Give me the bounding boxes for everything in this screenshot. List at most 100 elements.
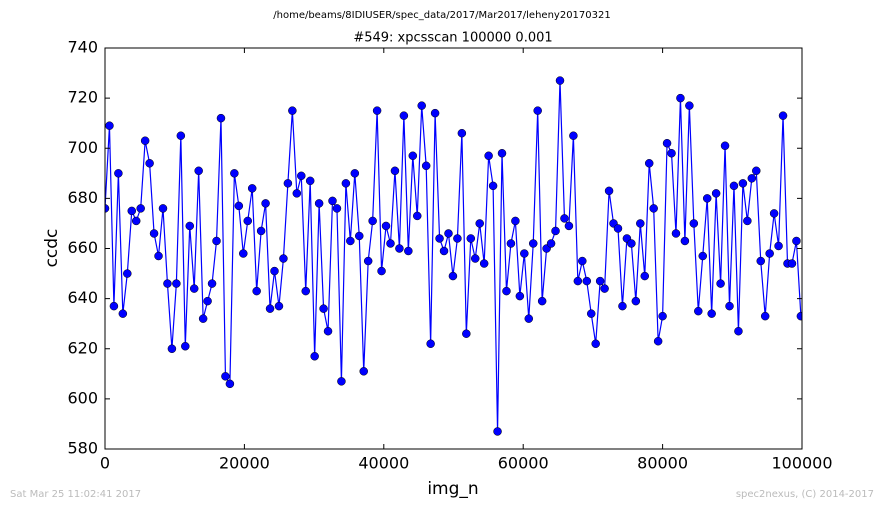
data-point [457, 128, 467, 138]
data-point [399, 111, 409, 120]
data-point [444, 229, 453, 238]
data-point [631, 296, 641, 306]
data-point [239, 249, 248, 258]
data-point [127, 206, 137, 216]
data-point [778, 111, 788, 120]
data-point [212, 236, 221, 246]
data-point [439, 246, 449, 256]
y-tick-label: 600 [67, 388, 98, 407]
y-tick-label: 640 [67, 288, 98, 307]
data-point [243, 216, 252, 226]
data-point [216, 113, 226, 123]
data-point [252, 286, 261, 296]
data-point [256, 226, 266, 236]
data-point [515, 291, 525, 301]
data-point [792, 236, 801, 246]
y-tick-label: 620 [67, 338, 98, 357]
data-point [738, 179, 748, 188]
data-point [355, 231, 364, 241]
data-point [640, 271, 650, 281]
data-point [676, 93, 685, 103]
data-point [734, 326, 743, 336]
y-tick-label: 700 [67, 138, 98, 157]
data-point [386, 239, 395, 248]
data-point [221, 372, 230, 381]
data-point [292, 189, 302, 198]
data-point [470, 254, 480, 263]
data-point [323, 326, 333, 336]
data-point [198, 314, 208, 323]
data-point [350, 169, 360, 178]
data-point [136, 204, 145, 213]
data-point [413, 211, 422, 221]
header: /home/beams/8IDIUSER/spec_data/2017/Mar2… [273, 10, 610, 21]
data-point [408, 151, 418, 161]
data-point [167, 344, 177, 353]
data-point [564, 221, 574, 231]
data-point [225, 379, 235, 389]
data-point [671, 229, 681, 238]
data-point [390, 166, 400, 176]
data-point [627, 239, 636, 248]
data-point [404, 246, 413, 256]
data-point [163, 279, 172, 288]
data-point [725, 301, 734, 311]
data-point [662, 138, 672, 148]
data-point [395, 244, 404, 253]
data-point [774, 241, 783, 251]
data-point [555, 76, 565, 85]
data-point [448, 271, 458, 281]
data-point [435, 234, 444, 243]
x-tick-label: 0 [100, 454, 110, 473]
data-point [533, 106, 542, 115]
data-point [462, 329, 471, 338]
data-point [716, 279, 725, 288]
data-point [747, 174, 757, 183]
data-point [372, 106, 382, 115]
data-point [600, 284, 609, 293]
data-point [694, 306, 703, 316]
data-point [247, 184, 257, 193]
data-point [479, 259, 489, 268]
data-point [698, 251, 707, 261]
y-tick-label: 580 [67, 439, 98, 458]
data-point [189, 284, 199, 293]
data-point [314, 199, 324, 208]
data-point [528, 239, 538, 248]
data-point [185, 221, 195, 231]
data-point [493, 427, 502, 436]
axes-frame [104, 47, 803, 450]
x-tick-label: 20000 [219, 454, 270, 473]
data-point [711, 189, 721, 198]
data-point [230, 169, 239, 178]
data-point [319, 304, 328, 313]
data-point [359, 367, 368, 376]
data-point [582, 276, 592, 286]
data-point [707, 309, 716, 318]
data-point [131, 216, 141, 226]
data-point [417, 101, 426, 110]
data-point [618, 301, 627, 311]
footer-left: Sat Mar 25 11:02:41 2017 [10, 489, 141, 500]
x-tick-label: 40000 [358, 454, 409, 473]
data-point [546, 239, 556, 248]
series-line [105, 80, 802, 432]
data-point [667, 149, 676, 158]
data-point [274, 301, 284, 311]
y-tick-label: 680 [67, 188, 98, 207]
data-point [332, 204, 342, 213]
data-point [497, 149, 507, 158]
data-point [261, 199, 270, 208]
data-point [551, 226, 560, 236]
data-point [760, 311, 770, 321]
data-point [604, 186, 614, 196]
data-point [123, 269, 132, 278]
data-point [502, 286, 511, 296]
x-tick-label: 80000 [637, 454, 688, 473]
data-point [591, 339, 600, 348]
x-tick-label: 60000 [498, 454, 549, 473]
data-point [586, 309, 596, 318]
data-point [203, 296, 212, 306]
data-point [613, 224, 623, 233]
